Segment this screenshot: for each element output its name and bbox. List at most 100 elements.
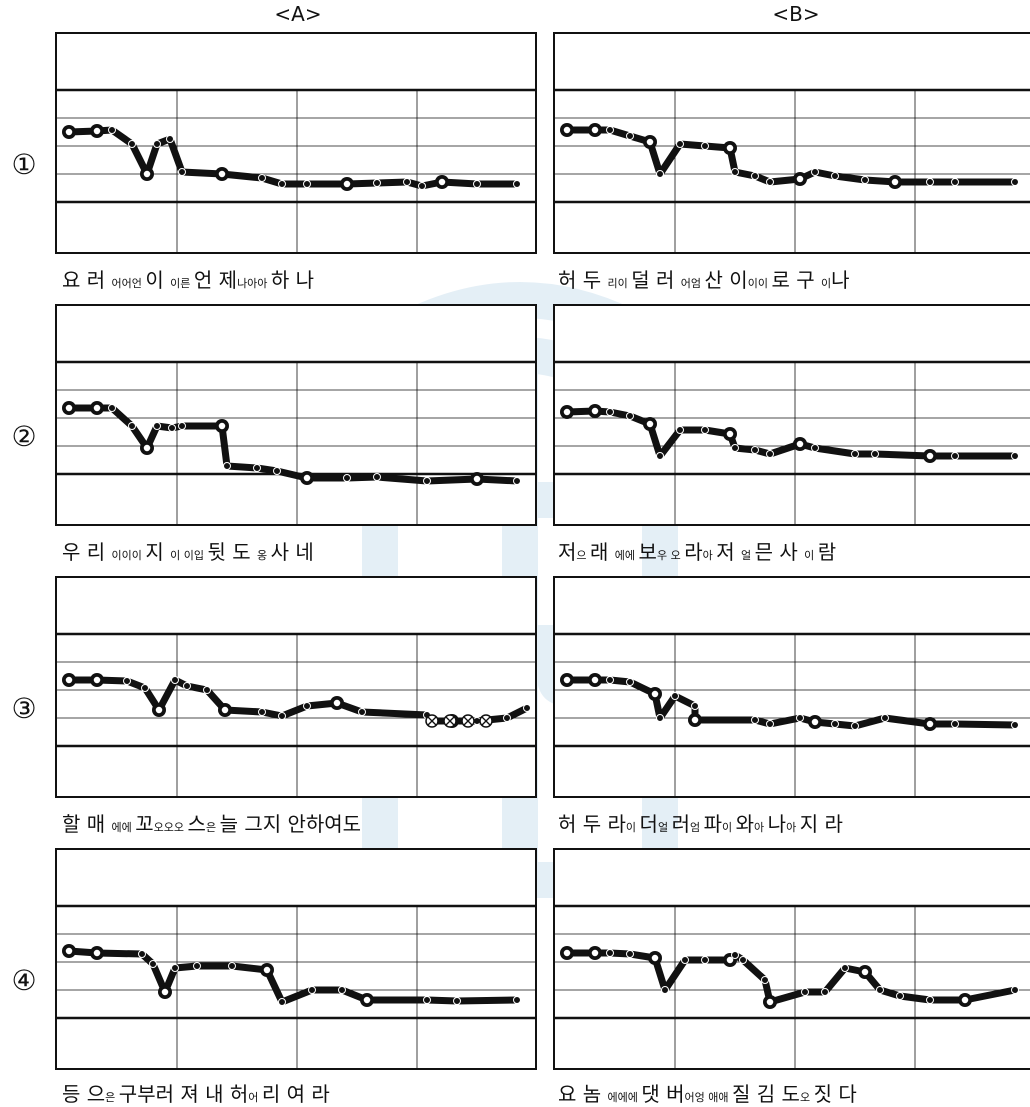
lyric-segment: 으: [86, 1082, 106, 1106]
contour-dot: [149, 960, 157, 968]
crossed-marker-line: [481, 716, 491, 726]
lyric-segment: 아: [786, 821, 800, 834]
contour-dot: [731, 951, 739, 959]
contour-dot: [308, 986, 316, 994]
contour-node-ring: [362, 995, 372, 1005]
contour-node-ring: [860, 967, 870, 977]
contour-dot: [123, 677, 131, 685]
contour-dot: [258, 708, 266, 716]
contour-dot: [766, 450, 774, 458]
contour-dot: [606, 949, 614, 957]
contour-dot: [138, 950, 146, 958]
contour-dot: [606, 126, 614, 134]
pitch-contour-a-3: [57, 632, 535, 796]
contour-node-ring: [64, 403, 74, 413]
contour-node-ring: [217, 169, 227, 179]
contour-dot: [171, 964, 179, 972]
contour-dot: [766, 720, 774, 728]
contour-dot: [373, 473, 381, 481]
contour-dot: [183, 682, 191, 690]
contour-dot: [691, 702, 699, 710]
contour-dot: [108, 404, 116, 412]
contour-node-ring: [562, 948, 572, 958]
lyric-segment: 댓 버: [641, 1082, 685, 1106]
contour-node-ring: [590, 948, 600, 958]
contour-dot: [523, 704, 531, 712]
pitch-contour-b-4: [555, 904, 1030, 1068]
contour-dot: [926, 178, 934, 186]
contour-dot: [253, 464, 261, 472]
contour-dot: [626, 678, 634, 686]
crossed-marker-line: [463, 716, 473, 726]
lyrics-caption-b-3: 허 두 라이 더얼 러엄 파이 와아 나아 지 라: [558, 808, 843, 837]
contour-node-ring: [160, 987, 170, 997]
lyric-segment: 할 매: [62, 812, 112, 836]
contour-dot: [278, 180, 286, 188]
contour-dot: [108, 126, 116, 134]
contour-node-ring: [342, 179, 352, 189]
contour-node-ring: [92, 403, 102, 413]
contour-dot: [128, 140, 136, 148]
contour-node-ring: [64, 946, 74, 956]
contour-dot: [751, 716, 759, 724]
column-header-b: <B>: [772, 2, 820, 26]
contour-dot: [811, 168, 819, 176]
contour-dot: [153, 422, 161, 430]
crossed-marker-line: [445, 716, 455, 726]
lyric-segment: 아: [702, 549, 717, 562]
contour-node-ring: [810, 717, 820, 727]
lyric-segment: 허 두: [558, 812, 608, 836]
lyric-segment: 로 구: [771, 268, 821, 292]
lyrics-caption-a-1: 요 러 어어언 이 이른 언 제나아아 하 나: [62, 264, 314, 293]
lyric-segment: 나: [831, 268, 850, 292]
lyric-segment: 어어언: [111, 277, 146, 290]
pitch-panel-b-1: [553, 32, 1030, 254]
contour-node-ring: [890, 177, 900, 187]
lyric-segment: 늘 그지 안하여도: [219, 812, 362, 836]
lyric-segment: 나: [767, 812, 787, 836]
lyric-segment: 이: [820, 277, 832, 290]
lyric-segment: 스: [187, 812, 206, 836]
contour-dot: [761, 976, 769, 984]
lyric-segment: 나아아: [237, 277, 271, 290]
lyric-segment: 람: [817, 540, 837, 564]
lyric-segment: 이이이: [111, 549, 146, 562]
lyric-segment: 라: [607, 812, 626, 836]
lyric-segment: 어엄: [680, 277, 705, 290]
contour-node-ring: [590, 675, 600, 685]
contour-dot: [881, 714, 889, 722]
lyrics-caption-b-1: 허 두 리이 덜 러 어엄 산 이이이 로 구 이나: [558, 264, 850, 293]
lyric-segment: 짓 다: [813, 1082, 857, 1106]
contour-dot: [951, 178, 959, 186]
contour-dot: [751, 172, 759, 180]
lyrics-caption-a-2: 우 리 이이이 지 이 이입 뒷 도 옹 사 네: [62, 536, 314, 565]
contour-dot: [626, 132, 634, 140]
contour-dot: [303, 180, 311, 188]
contour-node-ring: [795, 174, 805, 184]
contour-dot: [661, 986, 669, 994]
lyric-segment: 아: [754, 821, 768, 834]
contour-dot: [671, 692, 679, 700]
contour-dot: [303, 702, 311, 710]
column-header-a: <A>: [274, 2, 322, 26]
contour-dot: [701, 142, 709, 150]
contour-dot: [851, 450, 859, 458]
lyric-segment: 라: [684, 540, 703, 564]
pitch-panel-b-4: [553, 848, 1030, 1070]
contour-dot: [223, 462, 231, 470]
lyric-segment: 질 김 도: [732, 1082, 800, 1106]
contour-dot: [796, 714, 804, 722]
contour-dot: [228, 962, 236, 970]
lyric-segment: 믄 사: [754, 540, 805, 564]
pitch-panel-b-2: [553, 304, 1030, 526]
lyric-segment: 파: [703, 812, 723, 836]
contour-node-ring: [64, 675, 74, 685]
pitch-panel-b-3: [553, 576, 1030, 798]
contour-node-ring: [725, 955, 735, 965]
lyric-segment: 에에에: [607, 1091, 642, 1104]
contour-dot: [811, 444, 819, 452]
contour-node-ring: [220, 705, 230, 715]
contour-node-ring: [142, 169, 152, 179]
contour-line: [65, 676, 531, 725]
contour-dot: [418, 182, 426, 190]
